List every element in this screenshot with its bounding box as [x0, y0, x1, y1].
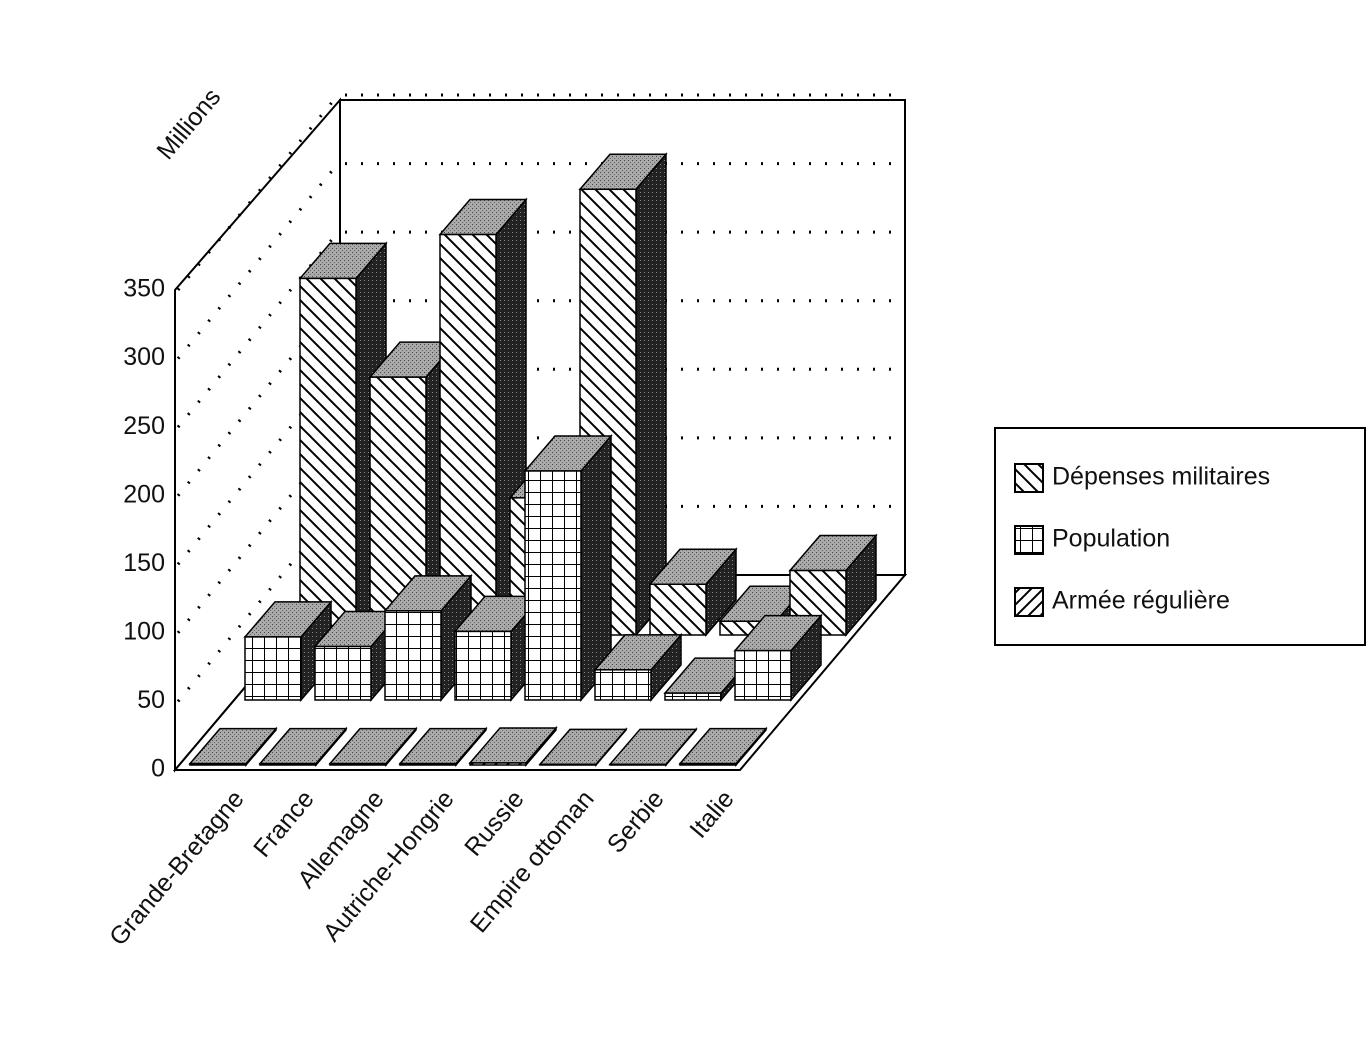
bar — [189, 762, 247, 766]
legend-swatch — [1014, 463, 1044, 493]
bar — [734, 649, 792, 701]
bar — [594, 669, 652, 701]
x-tick-label: Empire ottoman — [465, 785, 600, 938]
bar — [469, 762, 527, 766]
bar — [329, 762, 387, 766]
y-tick-label: 150 — [123, 549, 165, 577]
legend-swatch — [1014, 525, 1044, 555]
y-tick-label: 350 — [123, 275, 165, 303]
y-tick-label: 0 — [151, 755, 165, 783]
x-tick-label: Italie — [684, 785, 739, 843]
x-tick-label: Grande-Bretagne — [104, 785, 250, 951]
bar — [384, 610, 442, 701]
bar — [649, 583, 707, 636]
legend-label: Armée régulière — [1052, 587, 1230, 615]
bar — [244, 636, 302, 701]
y-tick-label: 200 — [123, 480, 165, 508]
legend — [994, 427, 1366, 646]
x-tick-label: Russie — [459, 785, 530, 862]
bar-side — [635, 152, 667, 638]
bar — [439, 233, 497, 636]
bar — [399, 762, 457, 766]
bar — [609, 763, 667, 766]
y-tick-label: 250 — [123, 412, 165, 440]
bar — [299, 277, 357, 636]
x-tick-label: Serbie — [602, 785, 670, 858]
legend-label: Dépenses militaires — [1052, 463, 1270, 491]
bar — [524, 470, 582, 701]
legend-swatch — [1014, 587, 1044, 617]
bar — [664, 692, 722, 701]
legend-label: Population — [1052, 525, 1170, 553]
x-tick-label: France — [248, 785, 319, 863]
y-tick-label: 100 — [123, 617, 165, 645]
y-axis-label: Millions — [151, 83, 226, 165]
bar — [259, 762, 317, 766]
bar — [539, 763, 597, 766]
bar — [454, 630, 512, 701]
bar — [679, 762, 737, 766]
y-tick-label: 50 — [137, 686, 165, 714]
x-tick-label: Autriche-Hongrie — [318, 785, 460, 947]
y-tick-label: 300 — [123, 343, 165, 371]
bar — [314, 645, 372, 701]
